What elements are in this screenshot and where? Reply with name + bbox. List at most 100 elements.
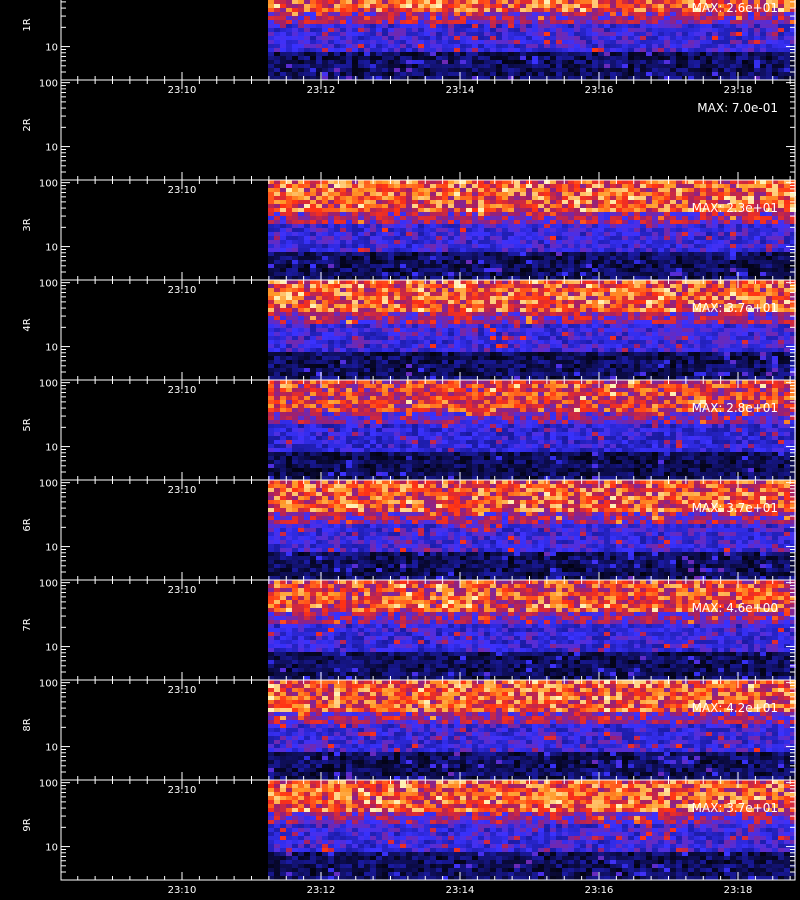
heatmap-cell: [754, 56, 760, 60]
heatmap-cell: [508, 220, 514, 224]
heatmap-cell: [646, 0, 652, 4]
heatmap-cell: [592, 276, 598, 280]
heatmap-cell: [778, 268, 784, 272]
heatmap-cell: [418, 256, 424, 260]
heatmap-cell: [598, 56, 604, 60]
heatmap-cell: [508, 216, 514, 220]
heatmap-cell: [304, 12, 310, 16]
heatmap-cell: [622, 256, 628, 260]
heatmap-cell: [706, 24, 712, 28]
heatmap-cell: [748, 204, 754, 208]
heatmap-cell: [754, 220, 760, 224]
heatmap-cell: [664, 208, 670, 212]
heatmap-cell: [568, 64, 574, 68]
heatmap-cell: [322, 236, 328, 240]
heatmap-cell: [322, 272, 328, 276]
heatmap-cell: [310, 212, 316, 216]
heatmap-cell: [304, 228, 310, 232]
heatmap-cell: [628, 212, 634, 216]
heatmap-cell: [658, 8, 664, 12]
heatmap-cell: [784, 60, 790, 64]
heatmap-cell: [430, 76, 436, 80]
heatmap-cell: [592, 236, 598, 240]
heatmap-cell: [664, 24, 670, 28]
heatmap-cell: [454, 52, 460, 56]
heatmap-cell: [490, 272, 496, 276]
heatmap-cell: [754, 252, 760, 256]
heatmap-cell: [310, 252, 316, 256]
heatmap-cell: [310, 376, 316, 380]
heatmap-cell: [562, 40, 568, 44]
heatmap-cell: [340, 240, 346, 244]
heatmap-cell: [550, 12, 556, 16]
heatmap-cell: [490, 32, 496, 36]
heatmap-cell: [514, 272, 520, 276]
heatmap-cell: [616, 208, 622, 212]
heatmap-cell: [550, 268, 556, 272]
heatmap-cell: [376, 228, 382, 232]
heatmap-cell: [532, 224, 538, 228]
heatmap-cell: [310, 268, 316, 272]
heatmap-cell: [436, 68, 442, 72]
heatmap-cell: [328, 252, 334, 256]
heatmap-cell: [310, 284, 316, 288]
heatmap-cell: [286, 224, 292, 228]
heatmap-cell: [694, 180, 700, 184]
heatmap-cell: [712, 44, 718, 48]
heatmap-cell: [478, 64, 484, 68]
heatmap-cell: [634, 272, 640, 276]
heatmap-cell: [274, 316, 280, 320]
heatmap-cell: [328, 184, 334, 188]
heatmap-cell: [298, 8, 304, 12]
heatmap-cell: [538, 72, 544, 76]
heatmap-cell: [664, 40, 670, 44]
heatmap-cell: [328, 256, 334, 260]
heatmap-cell: [688, 208, 694, 212]
heatmap-cell: [334, 184, 340, 188]
heatmap-cell: [604, 184, 610, 188]
heatmap-cell: [322, 184, 328, 188]
heatmap-cell: [544, 56, 550, 60]
heatmap-cell: [412, 244, 418, 248]
heatmap-cell: [418, 12, 424, 16]
heatmap-cell: [592, 272, 598, 276]
heatmap-cell: [556, 52, 562, 56]
heatmap-cell: [550, 264, 556, 268]
heatmap-cell: [700, 16, 706, 20]
heatmap-cell: [442, 252, 448, 256]
heatmap-cell: [376, 272, 382, 276]
heatmap-cell: [628, 272, 634, 276]
heatmap-cell: [478, 76, 484, 80]
heatmap-cell: [328, 208, 334, 212]
heatmap-cell: [688, 216, 694, 220]
heatmap-cell: [556, 252, 562, 256]
heatmap-cell: [406, 16, 412, 20]
heatmap-cell: [772, 256, 778, 260]
heatmap-cell: [556, 32, 562, 36]
heatmap-cell: [568, 60, 574, 64]
heatmap-cell: [280, 308, 286, 312]
heatmap-cell: [358, 36, 364, 40]
heatmap-cell: [592, 184, 598, 188]
heatmap-cell: [328, 216, 334, 220]
heatmap-cell: [286, 40, 292, 44]
heatmap-cell: [412, 20, 418, 24]
heatmap-cell: [748, 188, 754, 192]
heatmap-cell: [616, 240, 622, 244]
heatmap-cell: [784, 72, 790, 76]
heatmap-cell: [304, 312, 310, 316]
heatmap-cell: [634, 28, 640, 32]
heatmap-cell: [580, 72, 586, 76]
heatmap-cell: [352, 260, 358, 264]
heatmap-cell: [382, 12, 388, 16]
heatmap-cell: [760, 0, 766, 4]
heatmap-cell: [526, 244, 532, 248]
heatmap-cell: [532, 68, 538, 72]
heatmap-cell: [448, 56, 454, 60]
heatmap-cell: [712, 76, 718, 80]
heatmap-cell: [586, 260, 592, 264]
heatmap-cell: [718, 272, 724, 276]
heatmap-cell: [400, 200, 406, 204]
heatmap-cell: [346, 196, 352, 200]
heatmap-cell: [508, 20, 514, 24]
